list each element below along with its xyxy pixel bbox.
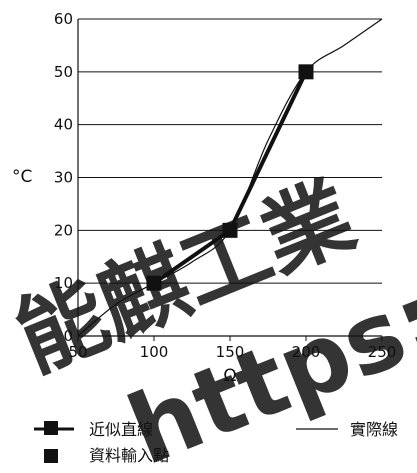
data-point-marker-150 [222, 222, 238, 238]
legend-actual-label: 實際線 [350, 420, 398, 439]
y-axis-label: °C [12, 167, 32, 187]
tick-labels: 0 10 20 30 40 50 60 50 100 150 200 250 [54, 10, 396, 361]
y-tick-label-20: 20 [54, 221, 73, 239]
y-tick-label-50: 50 [54, 63, 73, 81]
axis-labels: Ω °C [12, 167, 237, 386]
data-point-marker-200 [298, 64, 314, 80]
x-tick-label-100: 100 [140, 343, 169, 361]
legend-datapoint-label: 資料輸入點 [89, 446, 169, 465]
y-tick-label-40: 40 [54, 116, 73, 134]
y-tick-label-10: 10 [54, 274, 73, 292]
x-tick-label-250: 250 [368, 343, 397, 361]
y-tick-label-0: 0 [63, 327, 73, 345]
y-tick-label-30: 30 [54, 169, 73, 187]
legend-datapoint-swatch [44, 449, 58, 463]
x-tick-label-50: 50 [68, 343, 87, 361]
legend: 近似直線 實際線 資料輸入點 [34, 420, 398, 465]
legend-approx-label: 近似直線 [89, 420, 153, 439]
x-tick-label-200: 200 [292, 343, 321, 361]
grid-lines [78, 18, 382, 284]
data-point-marker-100 [146, 275, 162, 291]
x-tick-label-150: 150 [216, 343, 245, 361]
x-axis-label: Ω [224, 366, 237, 386]
y-tick-label-60: 60 [54, 10, 73, 28]
data-points [146, 64, 314, 291]
axes [77, 19, 383, 341]
legend-approx-marker-swatch [44, 421, 58, 435]
